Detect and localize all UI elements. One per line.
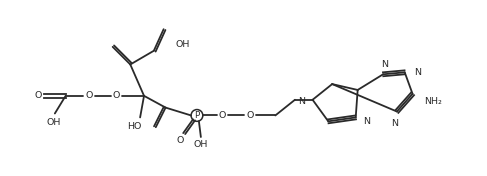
Text: O: O [246, 111, 254, 120]
Text: P: P [194, 111, 200, 120]
Text: N: N [298, 97, 305, 106]
Text: O: O [35, 91, 42, 100]
Text: N: N [382, 60, 389, 69]
Text: N: N [364, 117, 371, 126]
Text: N: N [414, 68, 422, 77]
Text: OH: OH [175, 40, 190, 49]
Text: N: N [392, 119, 398, 128]
Text: O: O [219, 111, 226, 120]
Text: O: O [177, 136, 184, 145]
Text: OH: OH [47, 118, 61, 127]
Text: O: O [85, 91, 93, 100]
Text: NH₂: NH₂ [424, 97, 442, 106]
Text: OH: OH [194, 140, 208, 149]
Text: O: O [113, 91, 120, 100]
Text: HO: HO [127, 122, 141, 131]
